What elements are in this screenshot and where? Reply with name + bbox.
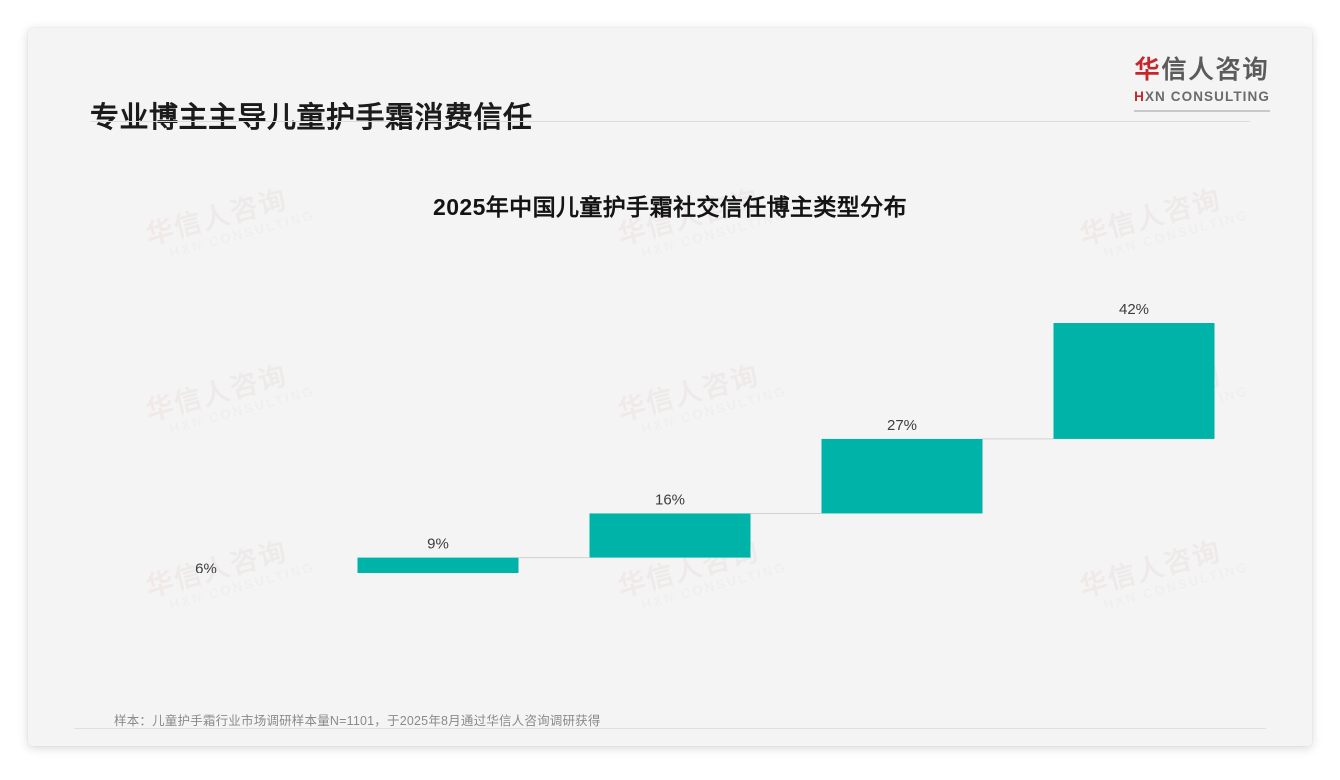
logo-english-text: HXN CONSULTING — [1134, 89, 1270, 104]
bar-2[interactable] — [357, 557, 519, 573]
logo-underline — [1134, 109, 1270, 112]
chart-canvas: 6%普通宝妈分享9%认证机构16%知名母婴博主27%育儿专家42%儿科医生 — [195, 301, 1215, 573]
page-title: 专业博主主导儿童护手霜消费信任 — [90, 102, 533, 134]
bar-value-label: 9% — [427, 536, 449, 553]
bar-5[interactable] — [1053, 323, 1215, 439]
bar-value-label: 6% — [195, 560, 217, 573]
bar-3[interactable] — [589, 513, 751, 558]
bar-value-label: 16% — [655, 491, 685, 508]
footer-divider — [74, 728, 1266, 729]
slide-header: 专业博主主导儿童护手霜消费信任 华信人咨询 HXN CONSULTING — [28, 28, 1312, 134]
bar-4[interactable] — [821, 438, 983, 514]
bar-value-label: 42% — [1119, 301, 1149, 318]
waterfall-chart: 6%普通宝妈分享9%认证机构16%知名母婴博主27%育儿专家42%儿科医生 — [90, 243, 1250, 573]
bar-value-label: 27% — [887, 417, 917, 434]
source-note: 样本：儿童护手霜行业市场调研样本量N=1101，于2025年8月通过华信人咨询调… — [114, 714, 601, 728]
brand-logo: 华信人咨询 HXN CONSULTING — [1134, 58, 1270, 112]
logo-chinese-text: 华信人咨询 — [1134, 56, 1270, 84]
chart-title: 2025年中国儿童护手霜社交信任博主类型分布 — [433, 194, 907, 220]
header-divider — [90, 121, 1250, 122]
slide-panel: 华信人咨询 HXN CONSULTING 华信人咨询 HXN CONSULTIN… — [28, 28, 1312, 746]
